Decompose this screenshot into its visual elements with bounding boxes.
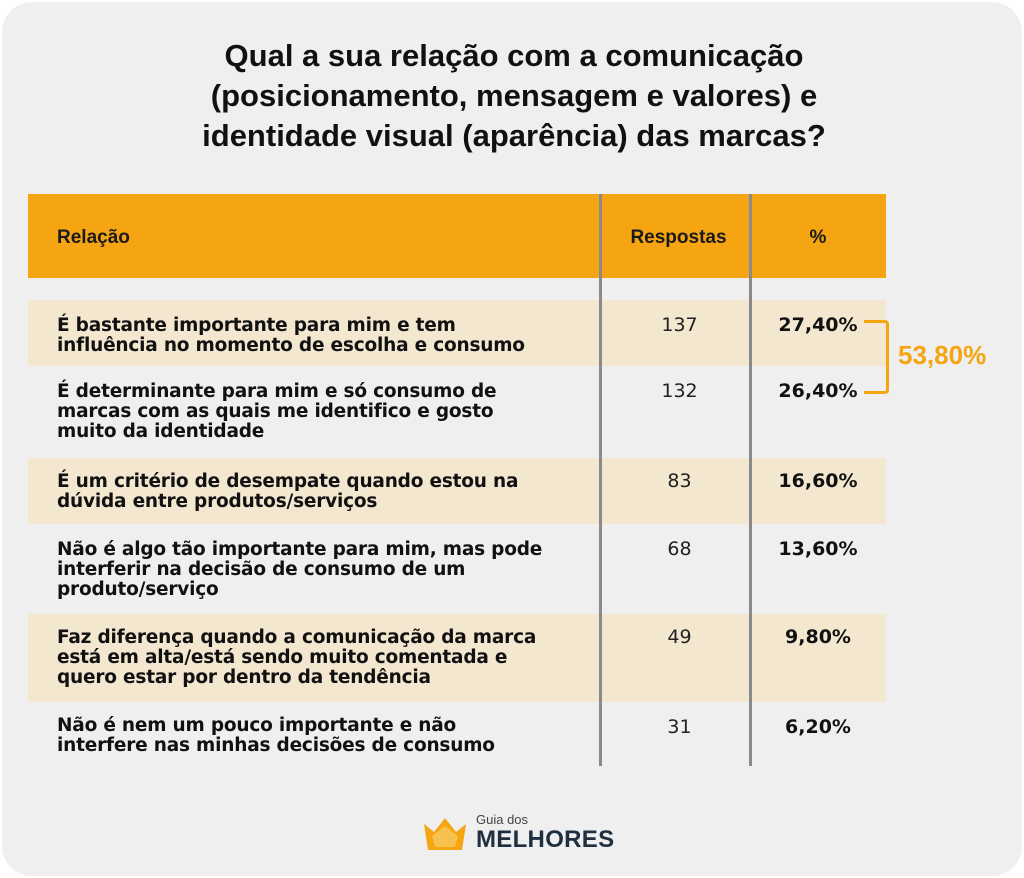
response-count: 137 [661,314,698,336]
percent-value: 13,60% [778,538,858,560]
table-header: Relação Respostas % [28,194,886,278]
column-divider [599,194,602,766]
row-band [28,614,886,702]
response-count: 132 [661,380,698,402]
title-line: Qual a sua relação com a comunicação [224,38,804,73]
row-label: É determinante para mim e só consumo de … [57,381,497,442]
response-count: 49 [667,626,692,648]
percent-value: 16,60% [778,470,858,492]
group-bracket [864,320,889,394]
percent-value: 9,80% [785,626,851,648]
brand-small-text: Guia dos [476,812,529,827]
row-label: Não é nem um pouco importante e não inte… [57,715,495,756]
column-header-respostas: Respostas [630,227,727,248]
percent-value: 26,40% [778,380,858,402]
brand-logo: Guia dos MELHORES [422,808,632,858]
title-line: identidade visual (aparência) das marcas… [202,118,826,153]
response-count: 68 [667,538,692,560]
row-band [28,458,886,524]
percent-value: 27,40% [778,314,858,336]
group-total-label: 53,80% [898,340,987,370]
crown-logo-icon [424,818,466,850]
brand-name: MELHORES [476,826,615,853]
column-header-percent: % [809,227,827,248]
row-label: Não é algo tão importante para mim, mas … [57,539,543,600]
column-header-relacao: Relação [57,227,130,248]
row-label: É bastante importante para mim e tem inf… [57,315,525,356]
row-label: É um critério de desempate quando estou … [57,471,519,512]
percent-value: 6,20% [785,716,851,738]
row-band [28,300,886,366]
response-count: 31 [667,716,692,738]
title-line: (posicionamento, mensagem e valores) e [210,78,818,113]
column-divider [749,194,752,766]
chart-title: Qual a sua relação com a comunicação (po… [102,36,926,156]
response-count: 83 [667,470,692,492]
row-label: Faz diferença quando a comunicação da ma… [57,627,537,688]
